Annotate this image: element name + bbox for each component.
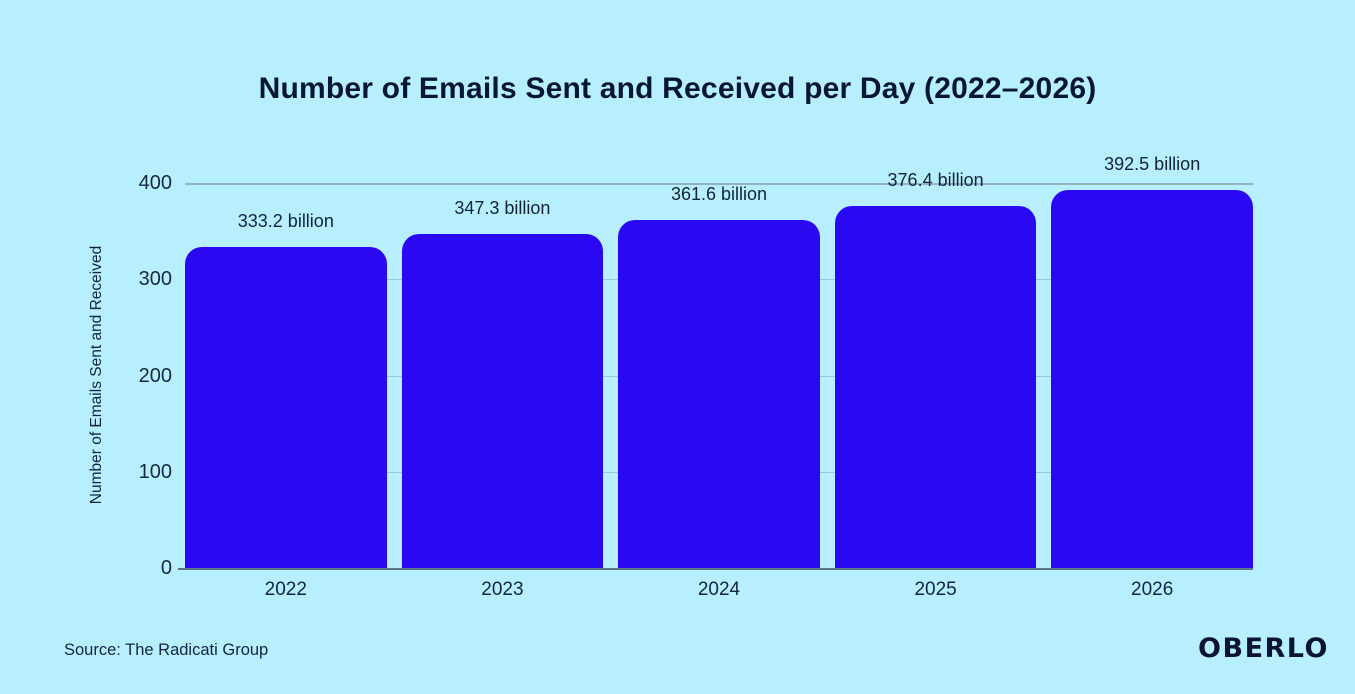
x-axis-line xyxy=(178,568,1253,570)
bar-value-label-2024: 361.6 billion xyxy=(670,183,768,204)
bar-2022 xyxy=(185,247,387,568)
source-note: Source: The Radicati Group xyxy=(64,641,269,659)
bar-group-2022: 333.2 billion xyxy=(185,183,387,568)
bar-group-2023: 347.3 billion xyxy=(401,183,604,568)
oberlo-logo: OBERLO xyxy=(1198,633,1329,664)
bar-group-2024: 361.6 billion xyxy=(618,183,820,568)
bar-group-2025: 376.4 billion xyxy=(834,170,1037,568)
x-label-2025: 2025 xyxy=(914,579,957,600)
x-label-2022: 2022 xyxy=(264,579,307,600)
y-tick-200: 200 xyxy=(138,364,172,387)
y-tick-0: 0 xyxy=(160,557,172,579)
bar-value-label-2023: 347.3 billion xyxy=(454,197,551,218)
bar-value-label-2022: 333.2 billion xyxy=(237,211,334,232)
y-tick-400: 400 xyxy=(138,172,172,194)
plot-area: 333.2 billion 347.3 billion 361.6 billion 3… xyxy=(185,154,1253,568)
x-axis-labels: 2022 2023 2024 2025 2026 xyxy=(185,579,1253,601)
bar-value-label-2025: 376.4 billion xyxy=(887,169,984,190)
bar-2023 xyxy=(401,233,604,568)
bar-value-label-2026: 392.5 billion xyxy=(1104,154,1201,175)
bars: 333.2 billion 347.3 billion 361.6 billion 3… xyxy=(185,154,1253,568)
x-label-2024: 2024 xyxy=(697,579,741,600)
chart-title: Number of Emails Sent and Received per D… xyxy=(258,72,1097,105)
bar-group-2026: 392.5 billion xyxy=(1051,154,1253,568)
y-tick-300: 300 xyxy=(138,268,172,291)
y-axis-title: Number of Emails Sent and Received xyxy=(88,245,105,505)
gridline-400 xyxy=(185,183,1253,185)
x-label-2023: 2023 xyxy=(481,579,524,600)
bar-2026 xyxy=(1051,190,1253,568)
y-tick-100: 100 xyxy=(138,460,172,483)
x-label-2026: 2026 xyxy=(1131,579,1174,600)
bar-2025 xyxy=(834,205,1037,568)
bar-2024 xyxy=(618,219,820,568)
